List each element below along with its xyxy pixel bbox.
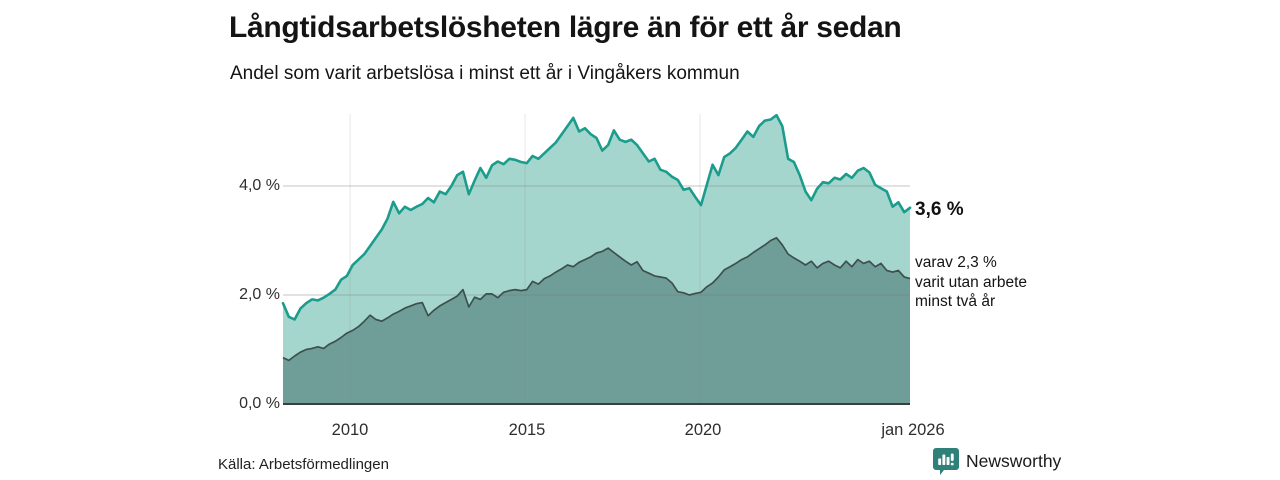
x-axis-label-jan-2026: jan 2026 <box>881 421 945 439</box>
line-total <box>281 113 912 321</box>
newsworthy-brand-text: Newsworthy <box>966 450 1062 471</box>
x-axis-label-2015: 2015 <box>508 421 546 439</box>
y-axis-label-4: 4,0 % <box>239 177 280 194</box>
chart-subtitle: Andel som varit arbetslösa i minst ett å… <box>230 63 740 84</box>
y-axis-label-0: 0,0 % <box>239 395 280 412</box>
line-subset <box>282 236 911 362</box>
newsworthy-logo-icon <box>933 448 959 475</box>
x-axis-label-2020: 2020 <box>684 421 722 439</box>
area-fill-1 <box>283 237 910 404</box>
newsworthy-brand: Newsworthy <box>933 447 1061 475</box>
series-end-label-subset: varav 2,3 % varit utan arbete minst två … <box>915 254 1028 310</box>
source-note: Källa: Arbetsförmedlingen <box>218 456 389 473</box>
chart-title: Långtidsarbetslösheten lägre än för ett … <box>229 11 902 44</box>
series-end-label-total: 3,6 % <box>915 199 964 220</box>
y-axis-label-2: 2,0 % <box>239 286 280 303</box>
x-axis-label-2010: 2010 <box>331 421 369 439</box>
